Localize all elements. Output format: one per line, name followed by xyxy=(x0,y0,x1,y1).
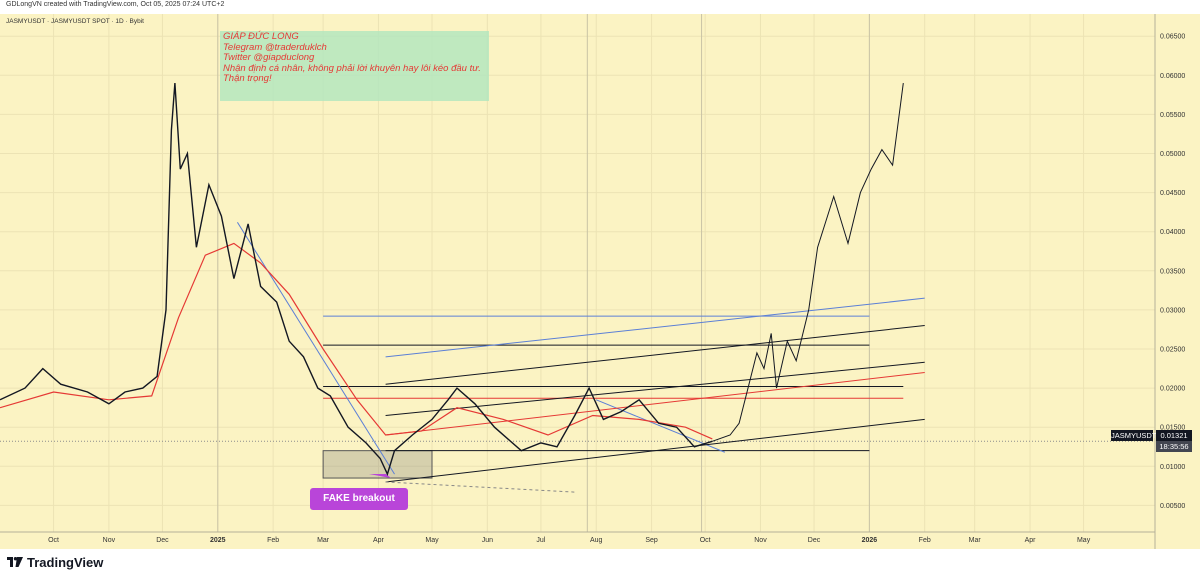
y-tick-label-3: 0.02000 xyxy=(1160,386,1185,393)
drawing-layer xyxy=(237,222,925,493)
ticker-tag: JASMYUSDT xyxy=(1111,430,1157,441)
y-tick-label-1: 0.01000 xyxy=(1160,464,1185,471)
bar-countdown-timer: 18:35:56 xyxy=(1156,441,1192,452)
x-tick-label-5: Mar xyxy=(317,537,330,544)
y-tick-label-7: 0.04000 xyxy=(1160,229,1185,236)
x-tick-label-13: Nov xyxy=(754,537,767,544)
trend-line-0 xyxy=(237,222,395,475)
x-tick-label-6: Apr xyxy=(373,537,385,544)
x-tick-label-18: Apr xyxy=(1025,537,1037,544)
fake-breakout-callout: FAKE breakout xyxy=(310,488,408,510)
symbol-info: JASMYUSDT · JASMYUSDT SPOT · 1D · Bybit xyxy=(6,18,144,25)
note-line-caution: Thận trọng! xyxy=(223,73,272,84)
price-line xyxy=(0,83,713,477)
y-tick-label-5: 0.03000 xyxy=(1160,307,1185,314)
ema-line xyxy=(0,242,713,440)
chart-area[interactable]: 0.00500 0.01000 0.01500 0.02000 0.02500 0.030… xyxy=(0,14,1200,549)
x-tick-label-19: May xyxy=(1077,537,1091,544)
trend-line-2 xyxy=(385,297,925,358)
last-price-tag: 0.01321 xyxy=(1156,430,1192,441)
note-line-twitter: Twitter @giapduclong xyxy=(223,52,315,63)
note-line-disclaimer: Nhận định cá nhân, không phải lời khuyên… xyxy=(223,62,481,74)
x-tick-label-8: Jun xyxy=(482,537,493,544)
x-tick-label-2: Dec xyxy=(156,537,169,544)
x-tick-label-12: Oct xyxy=(700,537,711,544)
y-tick-label-6: 0.03500 xyxy=(1160,268,1185,275)
chart-svg[interactable]: 0.00500 0.01000 0.01500 0.02000 0.02500 0.030… xyxy=(0,14,1200,549)
axis-layer: 0.00500 0.01000 0.01500 0.02000 0.02500 0.030… xyxy=(0,14,1185,549)
y-tick-label-11: 0.06000 xyxy=(1160,73,1185,80)
x-tick-label-14: Dec xyxy=(808,537,821,544)
x-tick-label-9: Jul xyxy=(536,537,545,544)
x-tick-label-17: Mar xyxy=(969,537,982,544)
x-tick-label-10: Aug xyxy=(590,537,603,544)
trend-line-3 xyxy=(385,325,925,385)
trend-line-6 xyxy=(385,418,925,483)
footer: TradingView xyxy=(0,549,1200,579)
tradingview-brand: TradingView xyxy=(27,555,104,570)
y-tick-label-8: 0.04500 xyxy=(1160,190,1185,197)
top-bar: GDLongVN created with TradingView.com, O… xyxy=(0,0,1200,14)
x-tick-label-7: May xyxy=(425,537,439,544)
x-tick-label-4: Feb xyxy=(267,537,279,544)
x-tick-label-15: 2026 xyxy=(862,537,878,544)
author-note-box: GIÁP ĐỨC LONG Telegram @traderduklch Twi… xyxy=(220,31,489,101)
x-tick-label-0: Oct xyxy=(48,537,59,544)
y-tick-label-4: 0.02500 xyxy=(1160,347,1185,354)
series-layer xyxy=(0,83,904,477)
callout-pointer xyxy=(368,474,391,479)
y-tick-label-10: 0.05500 xyxy=(1160,112,1185,119)
trend-line-4 xyxy=(385,361,925,416)
chart-background xyxy=(0,14,1155,549)
note-line-author: GIÁP ĐỨC LONG xyxy=(223,31,299,42)
consolidation-box-0 xyxy=(322,450,433,479)
x-tick-label-1: Nov xyxy=(103,537,116,544)
y-tick-label-2: 0.01500 xyxy=(1160,425,1185,432)
note-line-telegram: Telegram @traderduklch xyxy=(223,41,327,53)
y-tick-label-12: 0.06500 xyxy=(1160,34,1185,41)
trend-line-5 xyxy=(385,371,925,436)
dashed-line-0 xyxy=(385,481,575,493)
y-tick-label-9: 0.05000 xyxy=(1160,151,1185,158)
y-tick-label-0: 0.00500 xyxy=(1160,503,1185,510)
tradingview-logo-icon xyxy=(7,557,23,567)
x-tick-label-11: Sep xyxy=(645,537,658,544)
x-tick-label-16: Feb xyxy=(919,537,931,544)
x-tick-label-3: 2025 xyxy=(210,537,226,544)
creator-text: GDLongVN created with TradingView.com, O… xyxy=(6,1,225,8)
projection-path xyxy=(712,83,904,442)
price-axis-background xyxy=(1155,14,1200,549)
